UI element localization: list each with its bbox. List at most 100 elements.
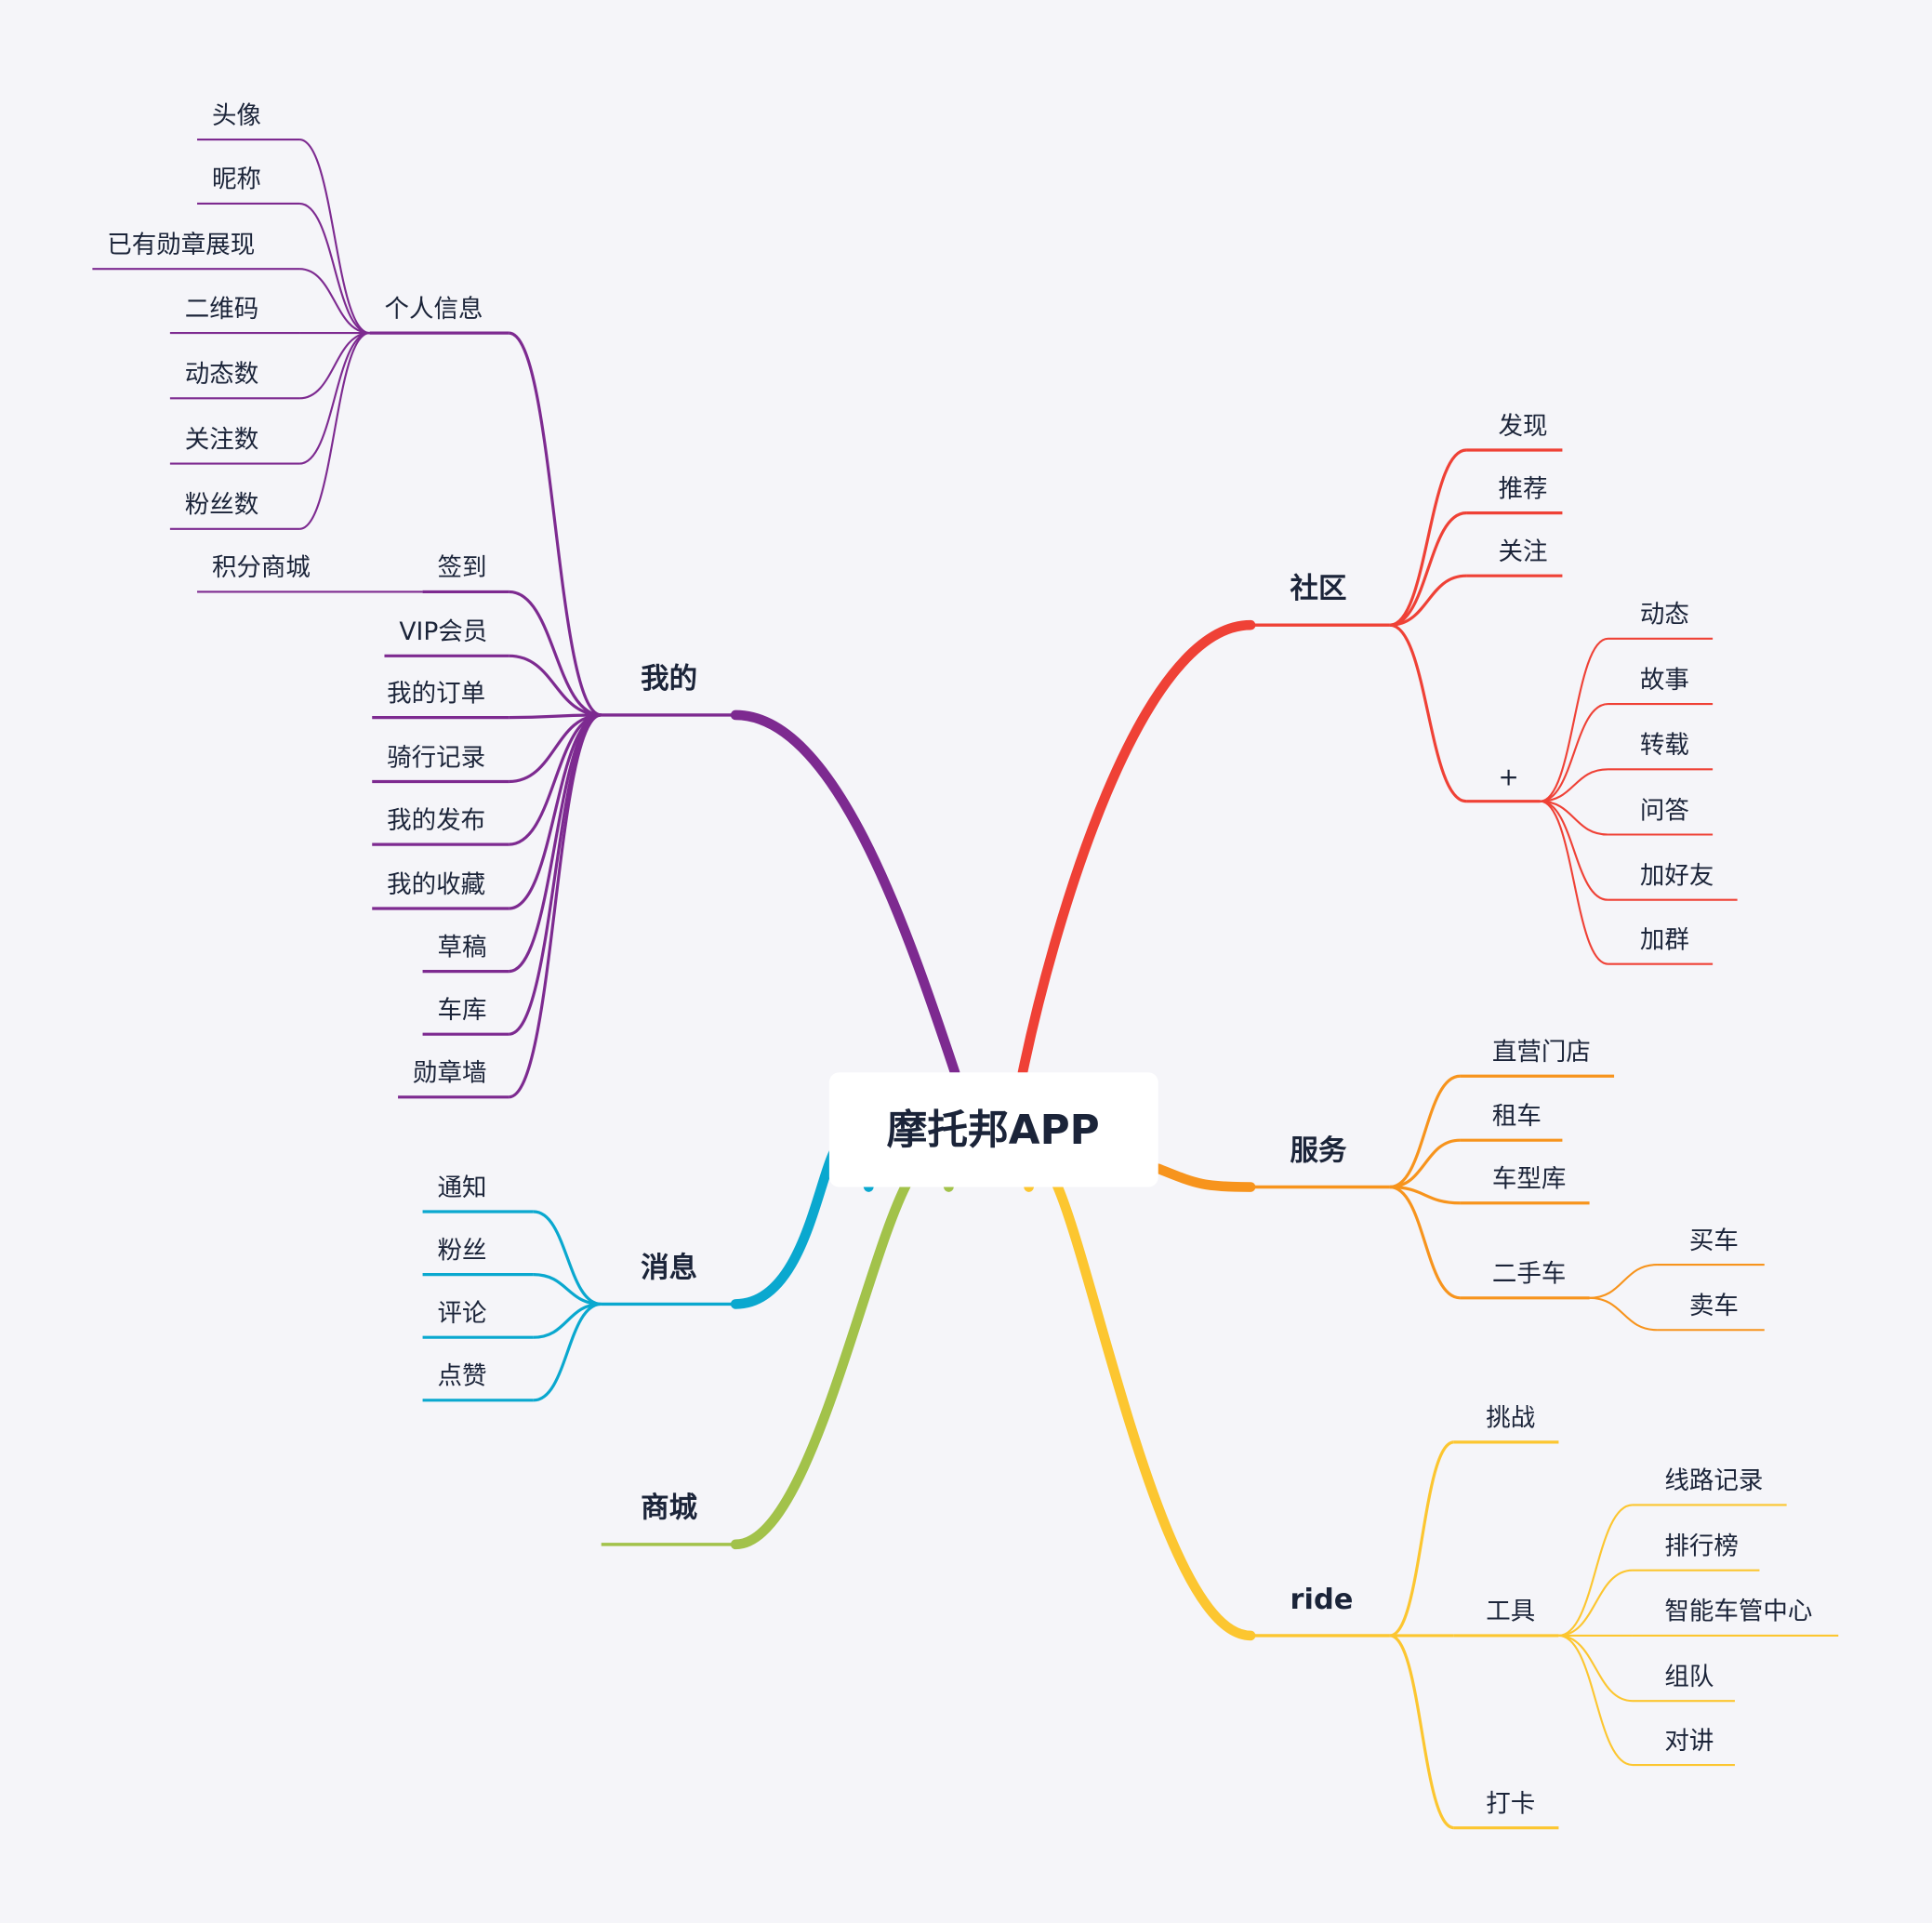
topic-动态数[interactable]: 动态数 bbox=[169, 360, 300, 400]
topic-直营门店[interactable]: 直营门店 bbox=[1460, 1038, 1615, 1078]
topic-租车[interactable]: 租车 bbox=[1460, 1102, 1563, 1142]
topic-卖车[interactable]: 卖车 bbox=[1657, 1292, 1765, 1332]
connector-line bbox=[1389, 1185, 1461, 1300]
topic-勋章墙[interactable]: 勋章墙 bbox=[398, 1059, 509, 1099]
topic-服务[interactable]: 服务 bbox=[1251, 1134, 1390, 1189]
topic-动态[interactable]: 动态 bbox=[1608, 601, 1714, 640]
topic-签到[interactable]: 签到 bbox=[422, 553, 509, 594]
topic-二维码[interactable]: 二维码 bbox=[169, 295, 300, 335]
topic-个人信息[interactable]: 个人信息 bbox=[369, 295, 509, 335]
topic-转载[interactable]: 转载 bbox=[1608, 731, 1714, 771]
topic-关注[interactable]: 关注 bbox=[1466, 537, 1563, 577]
topic-label: 打卡 bbox=[1486, 1789, 1535, 1818]
topic-工具[interactable]: 工具 bbox=[1453, 1598, 1559, 1638]
topic-车型库[interactable]: 车型库 bbox=[1460, 1165, 1590, 1205]
connector-line bbox=[1540, 800, 1608, 901]
topic-打卡[interactable]: 打卡 bbox=[1453, 1789, 1559, 1830]
connector-line bbox=[1389, 574, 1467, 627]
topic-label: 买车 bbox=[1689, 1227, 1739, 1255]
connector-line bbox=[508, 713, 602, 1036]
topic-积分商城[interactable]: 积分商城 bbox=[197, 553, 423, 593]
connector-line bbox=[508, 331, 602, 717]
central-topic[interactable]: 摩托邦APP bbox=[828, 1072, 1158, 1187]
connector-line bbox=[1389, 1074, 1461, 1189]
topic-label: 骑行记录 bbox=[387, 743, 485, 772]
topic-对讲[interactable]: 对讲 bbox=[1632, 1727, 1735, 1767]
topic-VIP会员[interactable]: VIP会员 bbox=[384, 617, 509, 657]
connector-line bbox=[1540, 702, 1608, 802]
connector-line bbox=[1558, 1504, 1634, 1637]
topic-粉丝[interactable]: 粉丝 bbox=[422, 1236, 534, 1277]
connector-line bbox=[298, 138, 370, 335]
topic-粉丝数[interactable]: 粉丝数 bbox=[169, 491, 300, 530]
connector-line bbox=[1558, 1634, 1634, 1767]
topic-线路记录[interactable]: 线路记录 bbox=[1632, 1466, 1787, 1506]
topic-发现[interactable]: 发现 bbox=[1466, 412, 1563, 452]
topic-label: 车型库 bbox=[1492, 1165, 1567, 1194]
connector-line bbox=[298, 332, 370, 465]
topic-label: 签到 bbox=[437, 553, 486, 582]
connector-line bbox=[509, 713, 602, 720]
topic-二手车[interactable]: 二手车 bbox=[1460, 1260, 1590, 1300]
topic-已有勋章展现[interactable]: 已有勋章展现 bbox=[92, 231, 300, 271]
connector-line bbox=[509, 713, 602, 784]
topic-昵称[interactable]: 昵称 bbox=[197, 166, 300, 206]
connector-line bbox=[1389, 448, 1467, 627]
topic-label: 线路记录 bbox=[1664, 1466, 1763, 1495]
topic-label: 关注 bbox=[1499, 537, 1548, 566]
connector-line bbox=[533, 1302, 602, 1339]
connector-line bbox=[509, 654, 602, 717]
topic-label: 问答 bbox=[1640, 796, 1689, 825]
topic-ride[interactable]: ride bbox=[1251, 1584, 1390, 1638]
connector-line bbox=[1589, 1263, 1658, 1299]
connector-line bbox=[508, 713, 602, 1099]
topic-骑行记录[interactable]: 骑行记录 bbox=[372, 743, 509, 784]
topic-关注数[interactable]: 关注数 bbox=[169, 425, 300, 465]
topic-草稿[interactable]: 草稿 bbox=[422, 933, 509, 974]
topic-推荐[interactable]: 推荐 bbox=[1466, 474, 1563, 515]
connector-line bbox=[533, 1302, 602, 1402]
topic-+[interactable]: + bbox=[1466, 763, 1541, 803]
topic-组队[interactable]: 组队 bbox=[1632, 1663, 1735, 1703]
connector-line bbox=[1389, 1185, 1461, 1205]
topic-我的订单[interactable]: 我的订单 bbox=[372, 679, 509, 720]
topic-头像[interactable]: 头像 bbox=[197, 101, 300, 141]
main-branch-line bbox=[730, 1155, 954, 1550]
connector-line bbox=[509, 713, 602, 910]
topic-label: 我的收藏 bbox=[387, 870, 485, 899]
topic-label: 积分商城 bbox=[212, 553, 311, 582]
topic-label: 卖车 bbox=[1689, 1292, 1739, 1320]
connector-line bbox=[1589, 1296, 1658, 1332]
topic-社区[interactable]: 社区 bbox=[1251, 573, 1390, 627]
topic-问答[interactable]: 问答 bbox=[1608, 796, 1714, 836]
topic-加好友[interactable]: 加好友 bbox=[1608, 862, 1738, 901]
central-topic-label: 摩托邦APP bbox=[887, 1107, 1100, 1154]
topic-label: 加好友 bbox=[1640, 862, 1714, 891]
topic-评论[interactable]: 评论 bbox=[422, 1299, 534, 1339]
topic-车库[interactable]: 车库 bbox=[422, 996, 509, 1036]
connector-line bbox=[509, 713, 602, 974]
topic-点赞[interactable]: 点赞 bbox=[422, 1362, 534, 1402]
topic-label: 工具 bbox=[1486, 1598, 1535, 1626]
topic-label: 推荐 bbox=[1499, 474, 1548, 503]
connector-line bbox=[509, 590, 602, 717]
topic-label: 我的订单 bbox=[387, 679, 485, 708]
connector-line bbox=[1389, 1634, 1455, 1830]
topic-排行榜[interactable]: 排行榜 bbox=[1632, 1532, 1760, 1572]
topic-label: 车库 bbox=[437, 996, 486, 1025]
main-branch-line bbox=[1017, 619, 1256, 1078]
topic-label: 商城 bbox=[641, 1492, 697, 1525]
topic-我的发布[interactable]: 我的发布 bbox=[372, 806, 509, 846]
topic-商城[interactable]: 商城 bbox=[601, 1492, 736, 1546]
topic-加群[interactable]: 加群 bbox=[1608, 925, 1714, 965]
topic-label: 昵称 bbox=[212, 166, 261, 194]
topic-我的收藏[interactable]: 我的收藏 bbox=[372, 870, 509, 910]
topic-消息[interactable]: 消息 bbox=[601, 1251, 736, 1306]
topic-智能车管中心[interactable]: 智能车管中心 bbox=[1632, 1598, 1839, 1637]
topic-买车[interactable]: 买车 bbox=[1657, 1227, 1765, 1267]
topic-故事[interactable]: 故事 bbox=[1608, 666, 1714, 706]
topic-我的[interactable]: 我的 bbox=[601, 663, 736, 717]
topic-挑战[interactable]: 挑战 bbox=[1453, 1404, 1559, 1444]
topic-通知[interactable]: 通知 bbox=[422, 1174, 534, 1213]
